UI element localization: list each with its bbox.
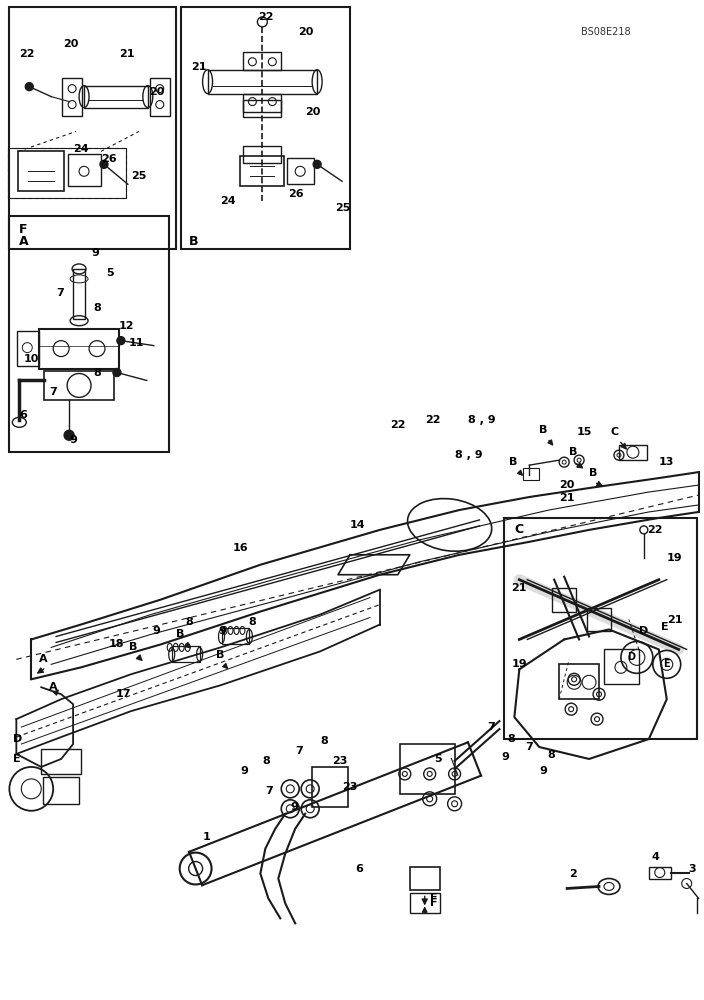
Text: 21: 21 — [511, 583, 527, 593]
Text: 8: 8 — [320, 736, 328, 746]
Text: 9: 9 — [539, 766, 547, 776]
Text: 8: 8 — [93, 368, 101, 378]
Text: E: E — [661, 622, 668, 632]
Text: D: D — [627, 652, 635, 662]
Text: 4: 4 — [652, 852, 660, 862]
Text: D: D — [13, 734, 23, 744]
Text: B: B — [569, 447, 577, 457]
Text: D: D — [639, 626, 648, 636]
Text: 20: 20 — [306, 107, 320, 117]
Text: B: B — [215, 650, 224, 660]
Text: 22: 22 — [425, 415, 440, 425]
Text: 16: 16 — [232, 543, 248, 553]
Text: 9: 9 — [91, 248, 99, 258]
Text: 12: 12 — [119, 321, 134, 331]
Text: 9: 9 — [153, 626, 161, 636]
Text: E: E — [13, 754, 21, 764]
Text: F: F — [429, 893, 437, 903]
Text: 22: 22 — [19, 49, 34, 59]
Text: B: B — [510, 457, 517, 467]
Circle shape — [117, 337, 125, 345]
Text: 9: 9 — [241, 766, 249, 776]
Text: 3: 3 — [689, 864, 696, 874]
Text: BS08E218: BS08E218 — [581, 27, 631, 37]
Text: 9: 9 — [290, 802, 298, 812]
Text: 8: 8 — [547, 750, 555, 760]
Text: 8 , 9: 8 , 9 — [455, 450, 482, 460]
Text: 9: 9 — [69, 435, 77, 445]
Text: 8 , 9: 8 , 9 — [467, 415, 495, 425]
Circle shape — [25, 83, 33, 91]
Text: 7: 7 — [265, 786, 273, 796]
Text: B: B — [189, 235, 198, 248]
Text: 18: 18 — [109, 639, 125, 649]
Text: 21: 21 — [191, 62, 206, 72]
Text: 7: 7 — [525, 742, 533, 752]
Text: 7: 7 — [487, 722, 495, 732]
Text: 23: 23 — [332, 756, 348, 766]
Text: 2: 2 — [569, 869, 577, 879]
Text: C: C — [515, 523, 524, 536]
Text: 8: 8 — [186, 617, 194, 627]
Text: 20: 20 — [298, 27, 313, 37]
Text: 5: 5 — [106, 268, 113, 278]
Text: 25: 25 — [131, 171, 146, 181]
Text: 8: 8 — [263, 756, 270, 766]
Text: 9: 9 — [501, 752, 509, 762]
Text: 22: 22 — [647, 525, 662, 535]
Text: 10: 10 — [23, 354, 39, 364]
Text: 6: 6 — [355, 864, 363, 874]
Text: 14: 14 — [350, 520, 365, 530]
Text: 7: 7 — [49, 387, 57, 397]
Text: 17: 17 — [116, 689, 132, 699]
Text: 5: 5 — [434, 754, 442, 764]
Text: 25: 25 — [335, 203, 351, 213]
Text: 20: 20 — [559, 480, 574, 490]
Text: 8: 8 — [93, 303, 101, 313]
Text: 26: 26 — [101, 154, 117, 164]
Text: 21: 21 — [667, 615, 682, 625]
Text: 8: 8 — [249, 617, 256, 627]
Circle shape — [313, 160, 321, 168]
Text: 7: 7 — [295, 746, 303, 756]
Text: 19: 19 — [667, 553, 682, 563]
Text: E: E — [663, 659, 670, 669]
Text: F: F — [429, 898, 437, 908]
Text: 11: 11 — [129, 338, 144, 348]
Text: 21: 21 — [559, 493, 574, 503]
Text: A: A — [19, 235, 29, 248]
Text: 1: 1 — [203, 832, 210, 842]
Text: 23: 23 — [342, 782, 358, 792]
Text: 21: 21 — [119, 49, 134, 59]
Text: 24: 24 — [73, 144, 89, 154]
Text: 7: 7 — [56, 288, 64, 298]
Text: F: F — [19, 223, 28, 236]
Text: B: B — [539, 425, 548, 435]
Text: 26: 26 — [288, 189, 304, 199]
Text: 9: 9 — [218, 626, 227, 636]
Circle shape — [100, 160, 108, 168]
Text: 15: 15 — [577, 427, 593, 437]
Text: 19: 19 — [511, 659, 527, 669]
Text: B: B — [129, 642, 137, 652]
Text: A: A — [49, 682, 58, 692]
Text: A: A — [39, 654, 48, 664]
Circle shape — [113, 369, 121, 376]
Text: B: B — [176, 629, 184, 639]
Text: 22: 22 — [258, 12, 274, 22]
Text: B: B — [589, 468, 598, 478]
Circle shape — [64, 430, 74, 440]
Text: 13: 13 — [659, 457, 674, 467]
Text: 22: 22 — [390, 420, 406, 430]
Text: C: C — [611, 427, 619, 437]
Text: 8: 8 — [508, 734, 515, 744]
Text: 20: 20 — [149, 87, 164, 97]
Text: 24: 24 — [220, 196, 236, 206]
Text: 20: 20 — [63, 39, 79, 49]
Text: 6: 6 — [19, 410, 27, 420]
